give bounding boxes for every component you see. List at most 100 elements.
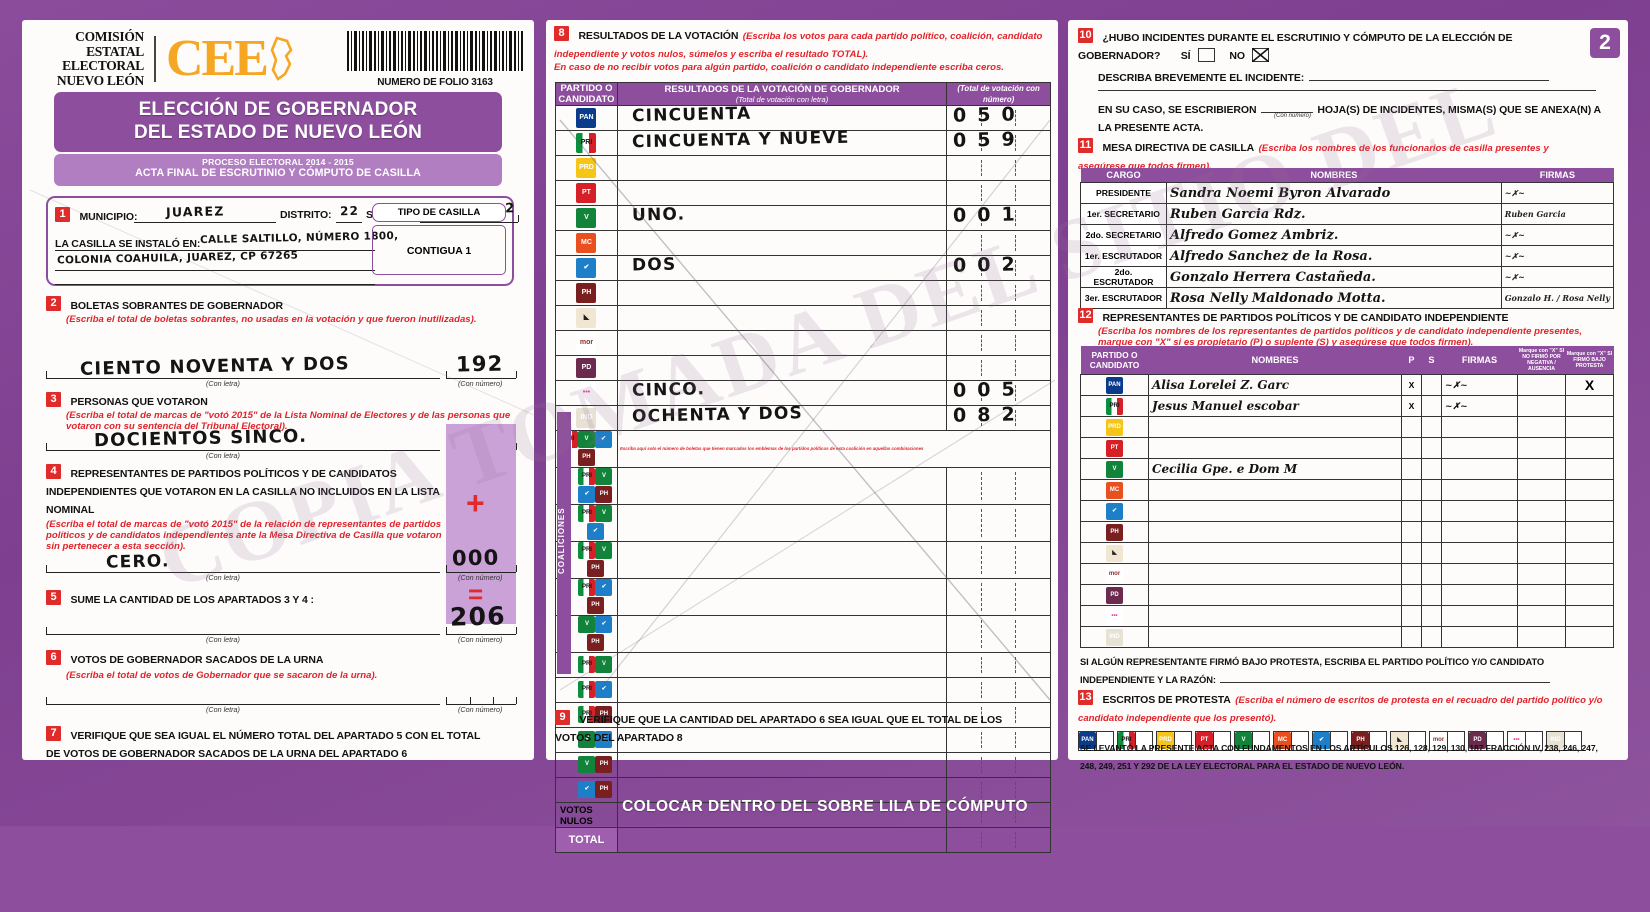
reps-p-cell[interactable]: X (1401, 374, 1422, 396)
section-5-number-value[interactable]: 206 (449, 601, 507, 632)
reps-nofirmo-cell[interactable] (1517, 605, 1566, 627)
reps-nofirmo-cell[interactable] (1517, 542, 1566, 564)
section-4-letter-value[interactable]: CERO. (105, 551, 170, 573)
reps-s-cell[interactable] (1421, 374, 1442, 396)
protest-box-item[interactable]: IND (1546, 731, 1582, 751)
reps-s-cell[interactable] (1421, 500, 1442, 522)
address-line-1[interactable]: CALLE SALTILLO, NÚMERO 1800, (199, 229, 399, 247)
protest-box-item[interactable]: PAN (1078, 731, 1114, 751)
reps-nombre[interactable] (1148, 479, 1402, 501)
protest-box-input[interactable] (1252, 732, 1269, 750)
reps-firma-cell[interactable] (1441, 437, 1518, 459)
reps-firma-cell[interactable] (1441, 605, 1518, 627)
reps-p-cell[interactable] (1401, 437, 1422, 459)
protest-box-item[interactable]: MC (1273, 731, 1309, 751)
si-checkbox[interactable] (1197, 47, 1215, 62)
vote-number-cell[interactable] (946, 355, 1051, 381)
mesa-firma[interactable]: ~✗~ (1500, 245, 1615, 267)
protest-box-input[interactable] (1330, 732, 1347, 750)
coalition-letter-cell[interactable] (616, 752, 948, 778)
reps-s-cell[interactable] (1421, 584, 1442, 606)
reps-nombre[interactable] (1148, 521, 1402, 543)
reps-protesta-cell[interactable] (1565, 395, 1614, 417)
coalition-letter-cell[interactable] (616, 615, 948, 653)
reps-nombre[interactable] (1148, 563, 1402, 585)
reps-s-cell[interactable] (1421, 626, 1442, 648)
reps-nofirmo-cell[interactable] (1517, 479, 1566, 501)
reps-protesta-cell[interactable] (1565, 479, 1614, 501)
coalition-number-cell[interactable] (946, 578, 1051, 616)
reps-protesta-cell[interactable] (1565, 584, 1614, 606)
mesa-nombre[interactable]: Sandra Noemi Byron Alvarado (1166, 182, 1502, 204)
reps-p-cell[interactable] (1401, 605, 1422, 627)
protest-box-input[interactable] (1174, 732, 1191, 750)
reps-firma-cell[interactable] (1441, 584, 1518, 606)
protest-box-item[interactable]: ◣ (1390, 731, 1426, 751)
coalition-letter-cell[interactable] (616, 727, 948, 753)
reps-p-cell[interactable] (1401, 542, 1422, 564)
reps-p-cell[interactable] (1401, 479, 1422, 501)
reps-nombre[interactable] (1148, 500, 1402, 522)
reps-nombre[interactable]: Alisa Lorelei Z. Garc (1148, 374, 1402, 396)
reps-protesta-cell[interactable] (1565, 500, 1614, 522)
coalition-letter-cell[interactable] (616, 541, 948, 579)
reps-nombre[interactable] (1148, 437, 1402, 459)
address-line-2[interactable]: COLONIA COAHUILA, JUAREZ, CP 67265 (56, 249, 299, 267)
reps-protesta-cell[interactable] (1565, 605, 1614, 627)
total-number-cell[interactable] (946, 827, 1051, 853)
coalition-number-cell[interactable] (946, 727, 1051, 753)
protest-box-input[interactable] (1291, 732, 1308, 750)
protest-box-input[interactable] (1486, 732, 1503, 750)
mesa-nombre[interactable]: Gonzalo Herrera Castañeda. (1166, 266, 1502, 288)
reps-s-cell[interactable] (1421, 563, 1442, 585)
reps-nombre[interactable] (1148, 626, 1402, 648)
vote-letter-cell[interactable] (616, 305, 948, 331)
mesa-nombre[interactable]: Ruben Garcia Rdz. (1166, 203, 1502, 225)
reps-firma-cell[interactable] (1441, 521, 1518, 543)
reps-nofirmo-cell[interactable] (1517, 584, 1566, 606)
reps-firma-cell[interactable] (1441, 500, 1518, 522)
reps-nofirmo-cell[interactable] (1517, 500, 1566, 522)
tipo-casilla-value[interactable]: CONTIGUA 1 (372, 225, 506, 275)
vote-number-cell[interactable]: 059 (946, 128, 1051, 156)
vote-letter-cell[interactable] (616, 355, 948, 381)
protest-box-item[interactable]: PD (1468, 731, 1504, 751)
vote-letter-cell[interactable]: OCHENTA Y DOS (616, 403, 948, 431)
vote-letter-cell[interactable] (616, 180, 948, 206)
vote-number-cell[interactable]: 005 (946, 378, 1051, 406)
vote-number-cell[interactable] (946, 305, 1051, 331)
mesa-nombre[interactable]: Rosa Nelly Maldonado Motta. (1166, 287, 1502, 309)
reps-nofirmo-cell[interactable] (1517, 416, 1566, 438)
protest-box-input[interactable] (1135, 732, 1152, 750)
reps-nombre[interactable]: Cecilia Gpe. e Dom M (1148, 458, 1402, 480)
coalition-letter-cell[interactable] (616, 652, 948, 678)
protest-note-input[interactable] (1220, 673, 1551, 683)
coalition-number-cell[interactable] (946, 702, 1051, 728)
vote-letter-cell[interactable] (616, 155, 948, 181)
reps-nombre[interactable] (1148, 605, 1402, 627)
reps-nofirmo-cell[interactable] (1517, 626, 1566, 648)
reps-s-cell[interactable] (1421, 437, 1442, 459)
reps-nofirmo-cell[interactable] (1517, 458, 1566, 480)
vote-number-cell[interactable]: 001 (946, 203, 1051, 231)
reps-p-cell[interactable] (1401, 458, 1422, 480)
reps-p-cell[interactable] (1401, 521, 1422, 543)
reps-nombre[interactable]: Jesus Manuel escobar (1148, 395, 1402, 417)
mesa-nombre[interactable]: Alfredo Sanchez de la Rosa. (1166, 245, 1502, 267)
hojas-input[interactable] (1260, 102, 1313, 113)
protest-box-input[interactable] (1564, 732, 1581, 750)
mesa-nombre[interactable]: Alfredo Gomez Ambriz. (1166, 224, 1502, 246)
describe-input[interactable] (1308, 70, 1549, 81)
protest-box-item[interactable]: ✔ (1312, 731, 1348, 751)
reps-s-cell[interactable] (1421, 458, 1442, 480)
describe-line-2[interactable] (1098, 90, 1596, 91)
vote-letter-cell[interactable]: CINCUENTA Y NUEVE (616, 128, 948, 156)
reps-firma-cell[interactable] (1441, 542, 1518, 564)
vote-letter-cell[interactable]: DOS (616, 255, 948, 281)
reps-nombre[interactable] (1148, 542, 1402, 564)
protest-box-item[interactable]: mor (1429, 731, 1465, 751)
reps-firma-cell[interactable] (1441, 416, 1518, 438)
vote-number-cell[interactable] (946, 155, 1051, 181)
reps-s-cell[interactable] (1421, 542, 1442, 564)
mesa-firma[interactable]: ~✗~ (1500, 224, 1615, 246)
